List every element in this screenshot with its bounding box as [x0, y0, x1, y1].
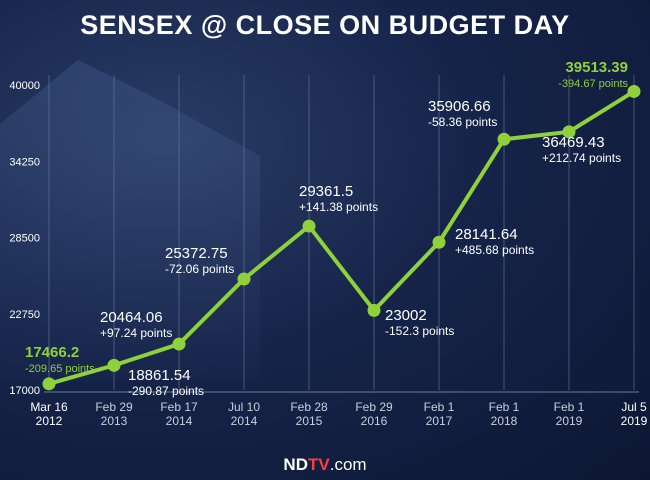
x-tick-label: Feb 29: [95, 400, 133, 414]
data-value-label: 23002: [385, 307, 427, 324]
brand-com: .com: [329, 455, 367, 474]
x-tick-year: 2016: [361, 414, 388, 428]
data-value-label: 17466.2: [25, 344, 79, 361]
data-point: [42, 377, 56, 391]
y-tick-label: 40000: [9, 80, 40, 92]
footer-logo: NDTV.com: [0, 455, 650, 475]
x-tick-label: Feb 1: [489, 400, 520, 414]
x-tick-year: 2019: [556, 414, 583, 428]
chart-title: SENSEX @ CLOSE ON BUDGET DAY: [80, 10, 570, 40]
data-value-label: 18861.54: [128, 367, 191, 384]
data-value-label: 28141.64: [455, 226, 518, 243]
x-tick-year: 2017: [426, 414, 453, 428]
data-value-label: 35906.66: [428, 98, 491, 115]
data-value-label: 20464.06: [100, 309, 163, 326]
y-tick-label: 28500: [9, 233, 40, 245]
data-change-label: +485.68 points: [455, 243, 534, 257]
x-tick-label: Feb 1: [424, 400, 455, 414]
data-point: [432, 235, 446, 249]
brand-nd: ND: [283, 455, 308, 474]
data-change-label: -394.67 points: [558, 78, 628, 90]
data-change-label: +97.24 points: [100, 326, 172, 340]
data-point: [237, 272, 251, 286]
data-value-label: 36469.43: [542, 134, 605, 151]
data-change-label: -209.65 points: [25, 363, 95, 375]
data-point: [562, 125, 576, 139]
data-point: [497, 132, 511, 146]
series-line: [47, 89, 636, 386]
data-point: [107, 358, 121, 372]
data-value-label: 39513.39: [565, 59, 628, 76]
x-tick-year: 2012: [36, 414, 63, 428]
x-tick-label: Feb 29: [355, 400, 393, 414]
data-value-label: 25372.75: [165, 245, 228, 262]
x-tick-label: Feb 28: [290, 400, 328, 414]
data-change-label: +141.38 points: [299, 200, 378, 214]
x-tick-year: 2014: [231, 414, 258, 428]
x-tick-year: 2019: [621, 414, 648, 428]
x-tick-label: Mar 16: [30, 400, 68, 414]
x-tick-label: Feb 1: [554, 400, 585, 414]
x-tick-label: Feb 17: [160, 400, 198, 414]
data-point: [367, 303, 381, 317]
y-tick-label: 34250: [9, 156, 40, 168]
data-change-label: +212.74 points: [542, 151, 621, 165]
y-tick-label: 22750: [9, 309, 40, 321]
x-tick-year: 2015: [296, 414, 323, 428]
brand-tv: TV: [307, 455, 330, 474]
x-tick-year: 2013: [101, 414, 128, 428]
data-change-label: -290.87 points: [128, 384, 204, 398]
x-tick-year: 2014: [166, 414, 193, 428]
x-tick-year: 2018: [491, 414, 518, 428]
data-change-label: -58.36 points: [428, 115, 497, 129]
data-change-label: -72.06 points: [165, 262, 234, 276]
y-tick-label: 17000: [9, 385, 40, 397]
data-point: [627, 84, 641, 98]
data-point: [172, 337, 186, 351]
data-point: [302, 219, 316, 233]
data-change-label: -152.3 points: [385, 324, 454, 338]
x-tick-label: Jul 10: [228, 400, 260, 414]
data-value-label: 29361.5: [299, 183, 353, 200]
x-tick-label: Jul 5: [621, 400, 647, 414]
